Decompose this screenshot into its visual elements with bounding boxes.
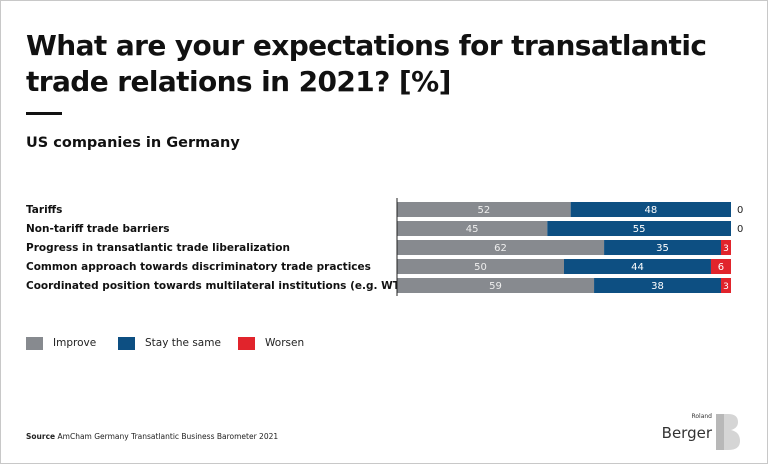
- legend-swatch: [26, 336, 43, 350]
- value-label-3-improve: 62: [494, 243, 507, 254]
- value-label-5-stay-the-same: 38: [651, 281, 664, 292]
- value-label-3-stay-the-same: 35: [656, 243, 669, 254]
- roland-berger-logo: Roland Berger: [660, 412, 746, 452]
- title-rule: [26, 112, 62, 115]
- bar-4-stay-the-same: [564, 259, 711, 274]
- chart-title: What are your expectations for transatla…: [26, 29, 707, 98]
- legend-item-improve: Improve: [26, 336, 96, 350]
- category-label-2: Non-tariff trade barriers: [26, 223, 170, 235]
- legend-swatch: [238, 336, 255, 350]
- legend-item-worsen: Worsen: [238, 336, 304, 350]
- bar-3-improve: [397, 240, 605, 255]
- value-label-4-stay-the-same: 44: [631, 262, 644, 273]
- value-label-1-worsen: 0: [737, 205, 743, 216]
- value-label-2-stay-the-same: 55: [633, 224, 646, 235]
- bar-5-worsen: [720, 278, 731, 293]
- value-label-5-worsen: 3: [723, 282, 729, 292]
- value-label-4-worsen: 6: [718, 262, 724, 273]
- value-label-3-worsen: 3: [723, 244, 729, 254]
- value-label-2-improve: 45: [466, 224, 479, 235]
- legend-label: Improve: [53, 337, 97, 349]
- legend-label: Worsen: [265, 337, 305, 349]
- category-label-3: Progress in transatlantic trade liberali…: [26, 242, 290, 254]
- category-label-1: Tariffs: [26, 204, 63, 216]
- bar-2-improve: [397, 221, 548, 236]
- source-label: Source: [26, 432, 56, 441]
- bar-5-stay-the-same: [594, 278, 721, 293]
- logo-roland-text: Roland: [691, 413, 712, 420]
- legend-swatch: [118, 336, 135, 350]
- bar-4-worsen: [710, 259, 731, 274]
- bar-5-improve: [397, 278, 595, 293]
- category-label-4: Common approach towards discriminatory t…: [26, 261, 371, 273]
- stacked-bar-chart: 52 48 0 45 55 0 62 35 3 50 44 6 59 38 3: [396, 198, 743, 296]
- bar-2-stay-the-same: [547, 221, 731, 236]
- bar-1-stay-the-same: [570, 202, 731, 217]
- bar-1-improve: [397, 202, 571, 217]
- logo-berger-text: Berger: [661, 424, 712, 442]
- source-text: AmCham Germany Transatlantic Business Ba…: [57, 432, 279, 441]
- value-label-2-worsen: 0: [737, 224, 743, 235]
- legend-item-stay-the-same: Stay the same: [118, 336, 221, 350]
- category-label-5: Coordinated position towards multilatera…: [26, 280, 414, 292]
- logo-b-mark: [716, 414, 740, 450]
- bar-3-worsen: [720, 240, 731, 255]
- value-label-1-improve: 52: [477, 205, 490, 216]
- value-label-1-stay-the-same: 48: [644, 205, 657, 216]
- value-label-4-improve: 50: [474, 262, 487, 273]
- source-note: Source AmCham Germany Transatlantic Busi…: [26, 432, 278, 441]
- legend-label: Stay the same: [145, 337, 221, 349]
- chart-subtitle: US companies in Germany: [26, 135, 240, 151]
- bar-4-improve: [397, 259, 564, 274]
- value-label-5-improve: 59: [489, 281, 502, 292]
- bar-3-stay-the-same: [604, 240, 721, 255]
